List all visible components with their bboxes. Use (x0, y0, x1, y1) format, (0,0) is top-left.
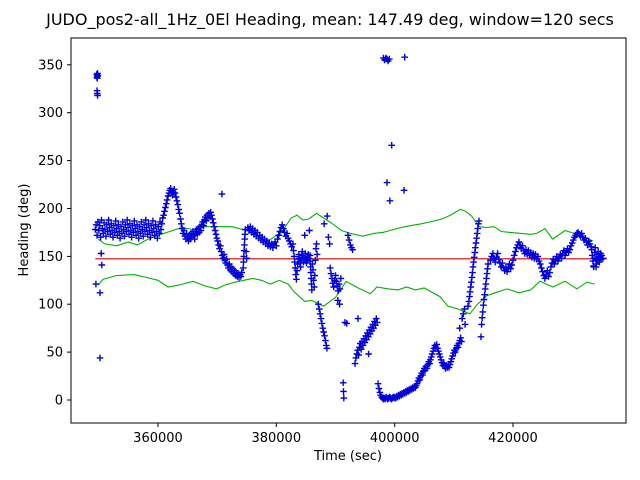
chart-title: JUDO_pos2-all_1Hz_0El Heading, mean: 147… (45, 10, 614, 30)
heading-scatter-points (92, 53, 607, 403)
lower-band-line (97, 274, 595, 315)
y-tick-label: 100 (38, 298, 63, 313)
x-axis-label: Time (sec) (313, 449, 382, 464)
x-tick-label: 380000 (251, 431, 301, 446)
axes-spines (70, 37, 627, 424)
x-tick-label: 400000 (370, 431, 420, 446)
y-tick-label: 50 (46, 346, 63, 361)
y-axis-label: Heading (deg) (17, 184, 32, 277)
x-tick-label: 360000 (133, 431, 183, 446)
y-tick-label: 350 (38, 58, 63, 73)
upper-band-line (97, 208, 594, 247)
y-tick-label: 250 (38, 154, 63, 169)
y-tick-label: 300 (38, 106, 63, 121)
y-tick-label: 150 (38, 250, 63, 265)
x-tick-label: 420000 (488, 431, 538, 446)
y-tick-label: 0 (55, 394, 63, 409)
y-tick-label: 200 (38, 202, 63, 217)
